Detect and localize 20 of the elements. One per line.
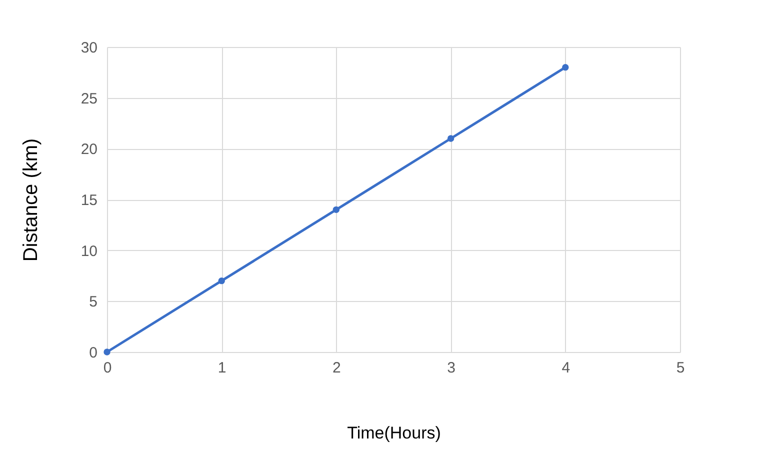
point <box>562 64 569 71</box>
y-tick-label: 10 <box>80 242 98 260</box>
y-tick-label: 25 <box>80 90 98 108</box>
y-tick-label: 30 <box>80 40 98 56</box>
point <box>218 277 225 284</box>
y-tick-label: 20 <box>80 141 98 158</box>
y-axis-title: Distance (km) <box>20 138 42 262</box>
point <box>104 348 110 356</box>
point <box>447 135 454 142</box>
x-tick-label: 4 <box>562 360 570 376</box>
x-axis-title: Time(Hours) <box>347 424 441 442</box>
x-tick-label: 5 <box>676 360 685 376</box>
x-tick-label: 1 <box>218 360 226 376</box>
x-tick-label: 2 <box>332 360 341 376</box>
x-tick-label: 3 <box>447 360 456 376</box>
point <box>332 206 340 214</box>
x-tick-label: 0 <box>103 360 112 376</box>
y-tick-label: 5 <box>89 294 98 311</box>
y-tick-label: 0 <box>89 344 98 362</box>
y-tick-label: 15 <box>80 192 98 209</box>
